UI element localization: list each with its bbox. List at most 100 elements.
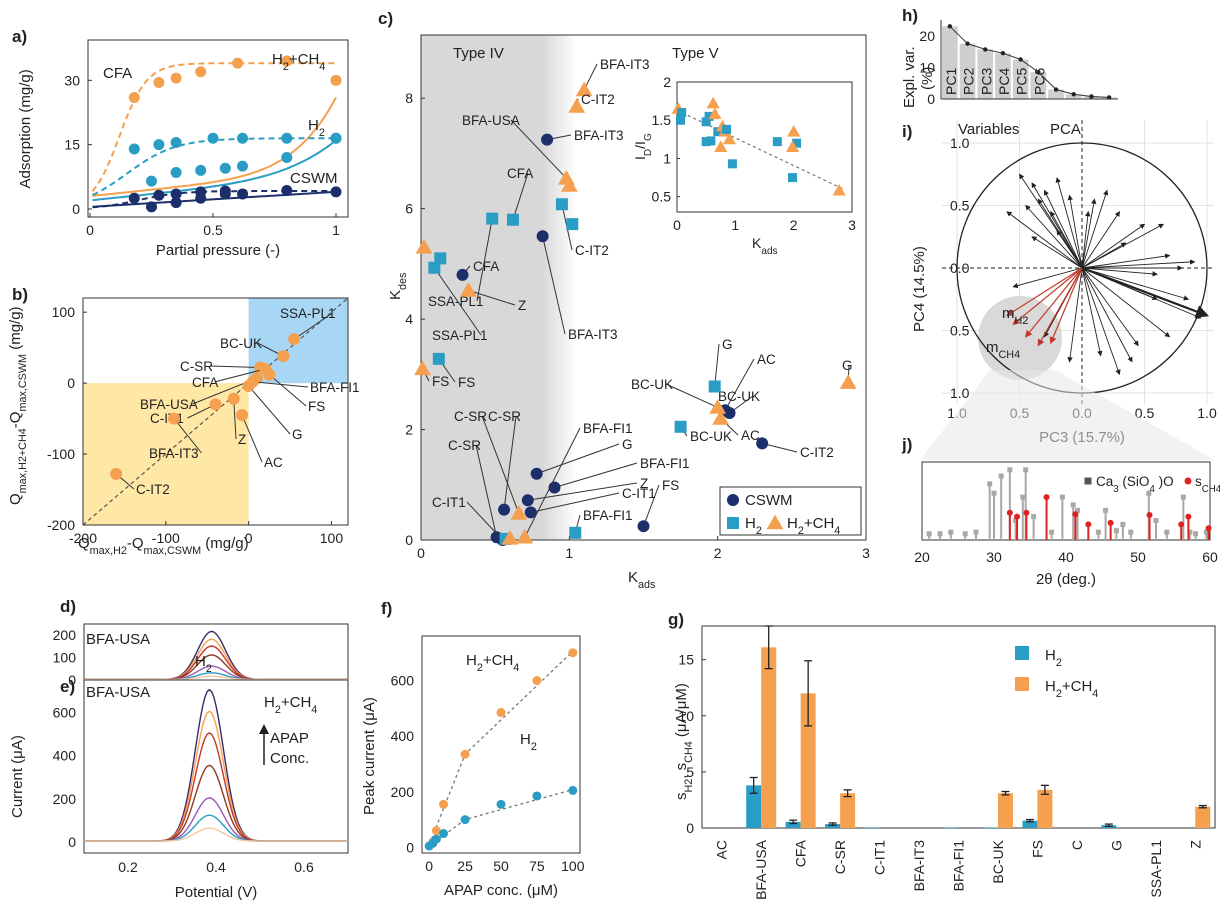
bar-g-h2ch4 xyxy=(1037,789,1053,828)
loading-vector-red xyxy=(1037,267,1083,347)
point-label-c: C-SR xyxy=(448,438,481,453)
loading-vector xyxy=(1031,236,1083,269)
leader-b xyxy=(233,398,237,440)
legend-marker-red xyxy=(1184,477,1192,485)
label-part: CH4 xyxy=(1202,484,1220,495)
panel-label-c: c) xyxy=(378,9,393,28)
point-inset-h2ch4 xyxy=(832,183,846,196)
loading-vector-red xyxy=(1005,267,1083,317)
point-b xyxy=(277,350,290,363)
loading-vector xyxy=(1081,223,1146,269)
panel-label-d: d) xyxy=(60,597,76,616)
arrow-note-1: APAP xyxy=(270,730,309,747)
leader-c xyxy=(512,172,529,220)
point-label-b: FS xyxy=(308,399,325,414)
label-part: 2 xyxy=(206,663,212,675)
point-inset-h2 xyxy=(701,117,711,127)
leader-b xyxy=(209,365,261,369)
fit-cswm-des xyxy=(92,190,337,208)
leader-c xyxy=(536,443,620,475)
peak-gray-head xyxy=(1120,521,1126,527)
bar-g-h2 xyxy=(1022,820,1038,828)
point-label-b: C-SR xyxy=(180,359,213,374)
xtick-inset: 0 xyxy=(673,217,681,233)
peak-gray-head xyxy=(998,473,1004,479)
note-h2ch4: H2+CH4 xyxy=(272,51,325,73)
xtick-c: 0 xyxy=(417,545,425,561)
ytick-d: 0 xyxy=(68,672,76,688)
legend-label-red: sCH4 xyxy=(1195,474,1220,495)
point-label-b: BFA-USA xyxy=(140,397,198,412)
label-part: CH4 xyxy=(999,349,1021,361)
point-f-h2 xyxy=(460,815,470,825)
highlight-i xyxy=(978,296,1062,380)
label-part: H xyxy=(1045,647,1056,664)
leader-c xyxy=(466,501,503,541)
bar-g-h2ch4 xyxy=(761,647,777,828)
point-c-cswm xyxy=(536,230,549,243)
label-part: /I xyxy=(632,141,648,149)
xtick-b: -100 xyxy=(152,530,180,546)
label-part: )O xyxy=(1155,474,1174,489)
peak-red-head xyxy=(1006,509,1013,516)
point-label-c: BFA-FI1 xyxy=(640,456,690,471)
peak-gray-head xyxy=(1007,467,1013,473)
legend-marker-g-h2 xyxy=(1015,646,1029,660)
point-c-h2ch4 xyxy=(460,281,477,297)
point-label-c: FS xyxy=(432,374,449,389)
xtick-e: 0.6 xyxy=(294,859,314,875)
bar-g-h2ch4 xyxy=(1195,806,1211,828)
label-part: (SiO xyxy=(1119,474,1150,489)
label-part: G xyxy=(643,133,654,141)
point-label-c: C-IT1 xyxy=(622,486,656,501)
leader-b xyxy=(269,374,307,407)
xlabel-e: Potential (V) xyxy=(175,884,258,901)
ytick-i: 0.5 xyxy=(950,323,970,339)
point-inset-h2 xyxy=(713,127,723,137)
point-label-b: C-IT2 xyxy=(136,482,170,497)
point-inset-h2 xyxy=(792,138,802,148)
label-part: ads xyxy=(638,579,656,591)
bar-h xyxy=(1030,72,1047,99)
point-f-h2ch4 xyxy=(431,826,441,836)
xtick-j: 30 xyxy=(986,549,1002,565)
peak-gray-head xyxy=(937,531,943,537)
label-part: Ca xyxy=(1096,474,1114,489)
ytick-a: 0 xyxy=(72,201,80,217)
gas-e: H2+CH4 xyxy=(264,694,317,716)
bar-g-h2 xyxy=(746,785,762,828)
leader-c xyxy=(527,482,638,501)
label-part: des xyxy=(397,272,409,290)
label-part: m xyxy=(986,339,999,356)
bar-g-h2 xyxy=(943,827,959,828)
category-label-g: BFA-USA xyxy=(753,839,769,900)
point-f-h2ch4 xyxy=(568,648,578,658)
label-part: 2 xyxy=(1022,315,1028,327)
xtick-j: 40 xyxy=(1058,549,1074,565)
peak-gray-head xyxy=(1049,529,1055,535)
point-label-c: C-SR xyxy=(488,409,521,424)
ytick-g: 15 xyxy=(678,652,694,668)
point-f-h2 xyxy=(496,799,506,809)
peak-gray-head xyxy=(1070,502,1076,508)
region-label-iv: Type IV xyxy=(453,45,504,62)
point-label-b: BFA-FI1 xyxy=(310,380,360,395)
category-label-g: C-SR xyxy=(832,840,848,874)
loading-vector xyxy=(1081,210,1091,269)
xtick-inset: 1 xyxy=(731,217,739,233)
xtick-e: 0.2 xyxy=(118,859,138,875)
leader-c xyxy=(481,415,520,514)
label-part: +CH xyxy=(281,694,311,711)
point-a xyxy=(281,132,293,144)
point-c-h2 xyxy=(434,252,447,265)
loading-vector xyxy=(1012,267,1083,289)
note-h2: H2 xyxy=(308,117,325,139)
peak-red-head xyxy=(1107,519,1114,526)
note-cswm: CSWM xyxy=(290,170,338,187)
peak-red-head xyxy=(1023,509,1030,516)
zoom-wedge xyxy=(920,370,1215,460)
leader-b xyxy=(214,368,266,383)
peak-gray-head xyxy=(1023,467,1029,473)
xtick-j: 20 xyxy=(914,549,930,565)
point-label-c: CFA xyxy=(473,259,499,274)
